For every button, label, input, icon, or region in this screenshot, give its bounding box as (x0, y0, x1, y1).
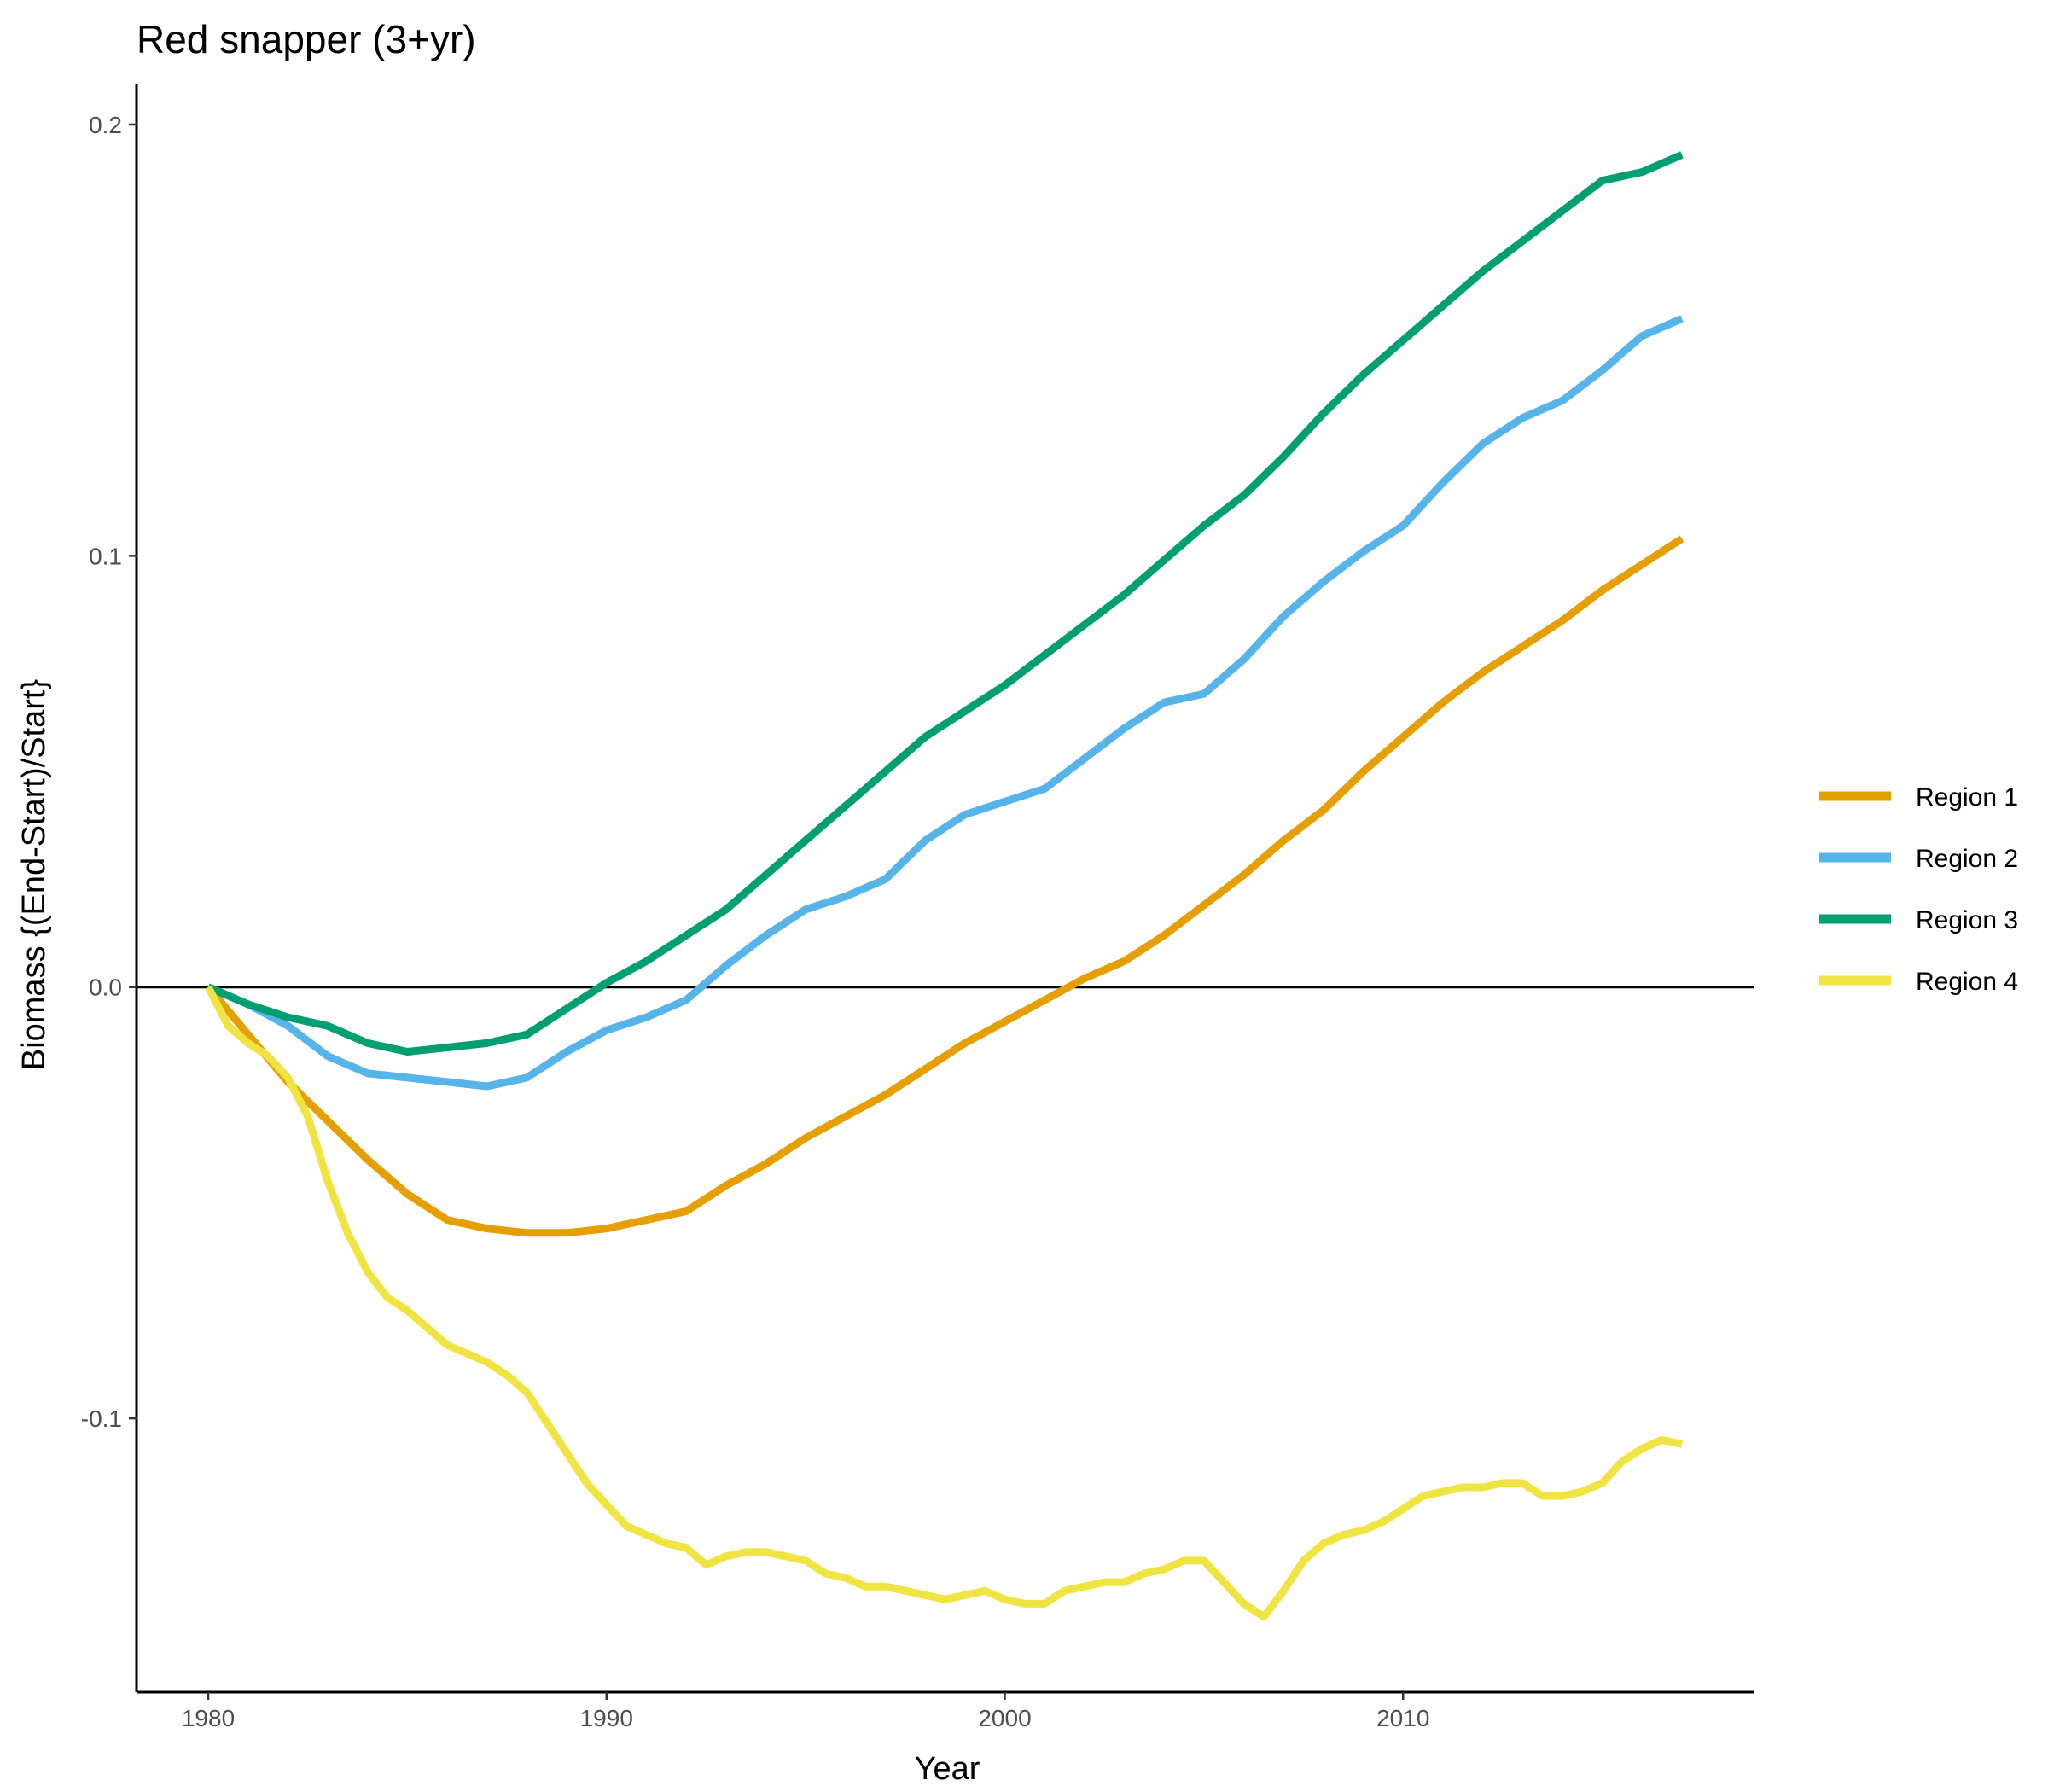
x-tick-label: 2010 (1376, 1705, 1429, 1731)
y-tick-label: 0.2 (89, 112, 122, 138)
legend-label: Region 3 (1916, 906, 2018, 934)
legend-label: Region 1 (1916, 783, 2018, 812)
x-axis-title: Year (915, 1751, 980, 1787)
series-line-region-3 (207, 151, 1684, 1056)
series-group (204, 151, 1684, 1621)
y-tick-label: 0.1 (89, 543, 122, 569)
series-line-region-2 (207, 315, 1684, 1091)
x-tick-label: 2000 (978, 1705, 1031, 1731)
y-axis-ticks: 0.2 0.1 0.0 -0.1 (81, 112, 137, 1432)
x-tick-label: 1990 (580, 1705, 633, 1731)
y-tick-label: 0.0 (89, 975, 122, 1001)
y-tick-label: -0.1 (81, 1405, 122, 1432)
plot-area (135, 84, 1754, 1694)
legend: Region 1 Region 2 Region 3 Region 4 (1819, 783, 2018, 996)
x-tick-label: 1980 (182, 1705, 235, 1731)
series-line-region-1 (205, 535, 1684, 1237)
legend-label: Region 4 (1916, 968, 2018, 996)
chart-title: Red snapper (3+yr) (137, 17, 476, 61)
series-line-region-4 (204, 985, 1683, 1621)
legend-label: Region 2 (1916, 845, 2018, 873)
x-axis-ticks: 1980 1990 2000 2010 (182, 1692, 1429, 1731)
y-axis-title: Biomass {(End-Start)/Start} (16, 679, 52, 1070)
